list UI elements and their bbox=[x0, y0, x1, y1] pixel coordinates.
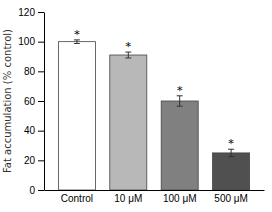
chart: * * * * 0 20 40 60 80 100 120 Control 10 μM 100 μM 500… bbox=[0, 0, 272, 212]
y-axis: 0 20 40 60 80 100 120 bbox=[18, 7, 44, 196]
y-tick-label: 0 bbox=[29, 185, 35, 196]
y-tick: 120 bbox=[18, 7, 44, 18]
y-tick-mark bbox=[38, 160, 44, 161]
y-tick-label: 40 bbox=[24, 125, 36, 136]
y-tick-label: 120 bbox=[18, 7, 35, 18]
y-tick: 80 bbox=[24, 66, 44, 77]
y-tick: 60 bbox=[24, 96, 44, 107]
y-tick-mark bbox=[38, 71, 44, 72]
x-tick: 500 μM bbox=[214, 193, 248, 204]
significance-labels: * * * * bbox=[74, 28, 234, 150]
error-bar bbox=[177, 96, 183, 106]
significance-label: * bbox=[228, 137, 234, 150]
y-tick: 100 bbox=[18, 36, 44, 47]
x-tick-label: 500 μM bbox=[214, 193, 248, 204]
bar bbox=[161, 101, 198, 190]
plot: * * * * 0 20 40 60 80 100 120 Control 10 μM 100 μM 500… bbox=[18, 7, 264, 204]
significance-label: * bbox=[177, 84, 183, 97]
x-tick: Control bbox=[61, 193, 93, 204]
y-axis-title: Fat accumulation (% control) bbox=[2, 29, 13, 173]
y-tick-mark bbox=[38, 12, 44, 13]
marks bbox=[58, 40, 249, 190]
significance-label: * bbox=[74, 28, 80, 41]
y-tick-mark bbox=[38, 131, 44, 132]
y-tick-label: 80 bbox=[24, 66, 36, 77]
bar bbox=[213, 153, 250, 190]
y-tick-mark bbox=[38, 190, 44, 191]
x-tick-label: 100 μM bbox=[163, 193, 197, 204]
bar bbox=[58, 42, 95, 190]
y-tick-mark bbox=[38, 42, 44, 43]
y-tick-mark bbox=[38, 101, 44, 102]
x-tick-label: 10 μM bbox=[114, 193, 142, 204]
significance-label: * bbox=[126, 40, 132, 53]
y-tick: 0 bbox=[29, 185, 44, 196]
y-tick-label: 100 bbox=[18, 36, 35, 47]
x-tick: 10 μM bbox=[114, 193, 142, 204]
y-tick: 20 bbox=[24, 155, 44, 166]
error-bar bbox=[228, 149, 234, 156]
x-tick-label: Control bbox=[61, 193, 93, 204]
y-tick-label: 60 bbox=[24, 96, 36, 107]
bar bbox=[110, 55, 147, 190]
x-axis: Control 10 μM 100 μM 500 μM bbox=[45, 191, 265, 205]
y-tick: 40 bbox=[24, 125, 44, 136]
y-axis-line bbox=[44, 13, 45, 191]
x-tick: 100 μM bbox=[163, 193, 197, 204]
y-tick-label: 20 bbox=[24, 155, 36, 166]
x-axis-line bbox=[45, 190, 265, 191]
